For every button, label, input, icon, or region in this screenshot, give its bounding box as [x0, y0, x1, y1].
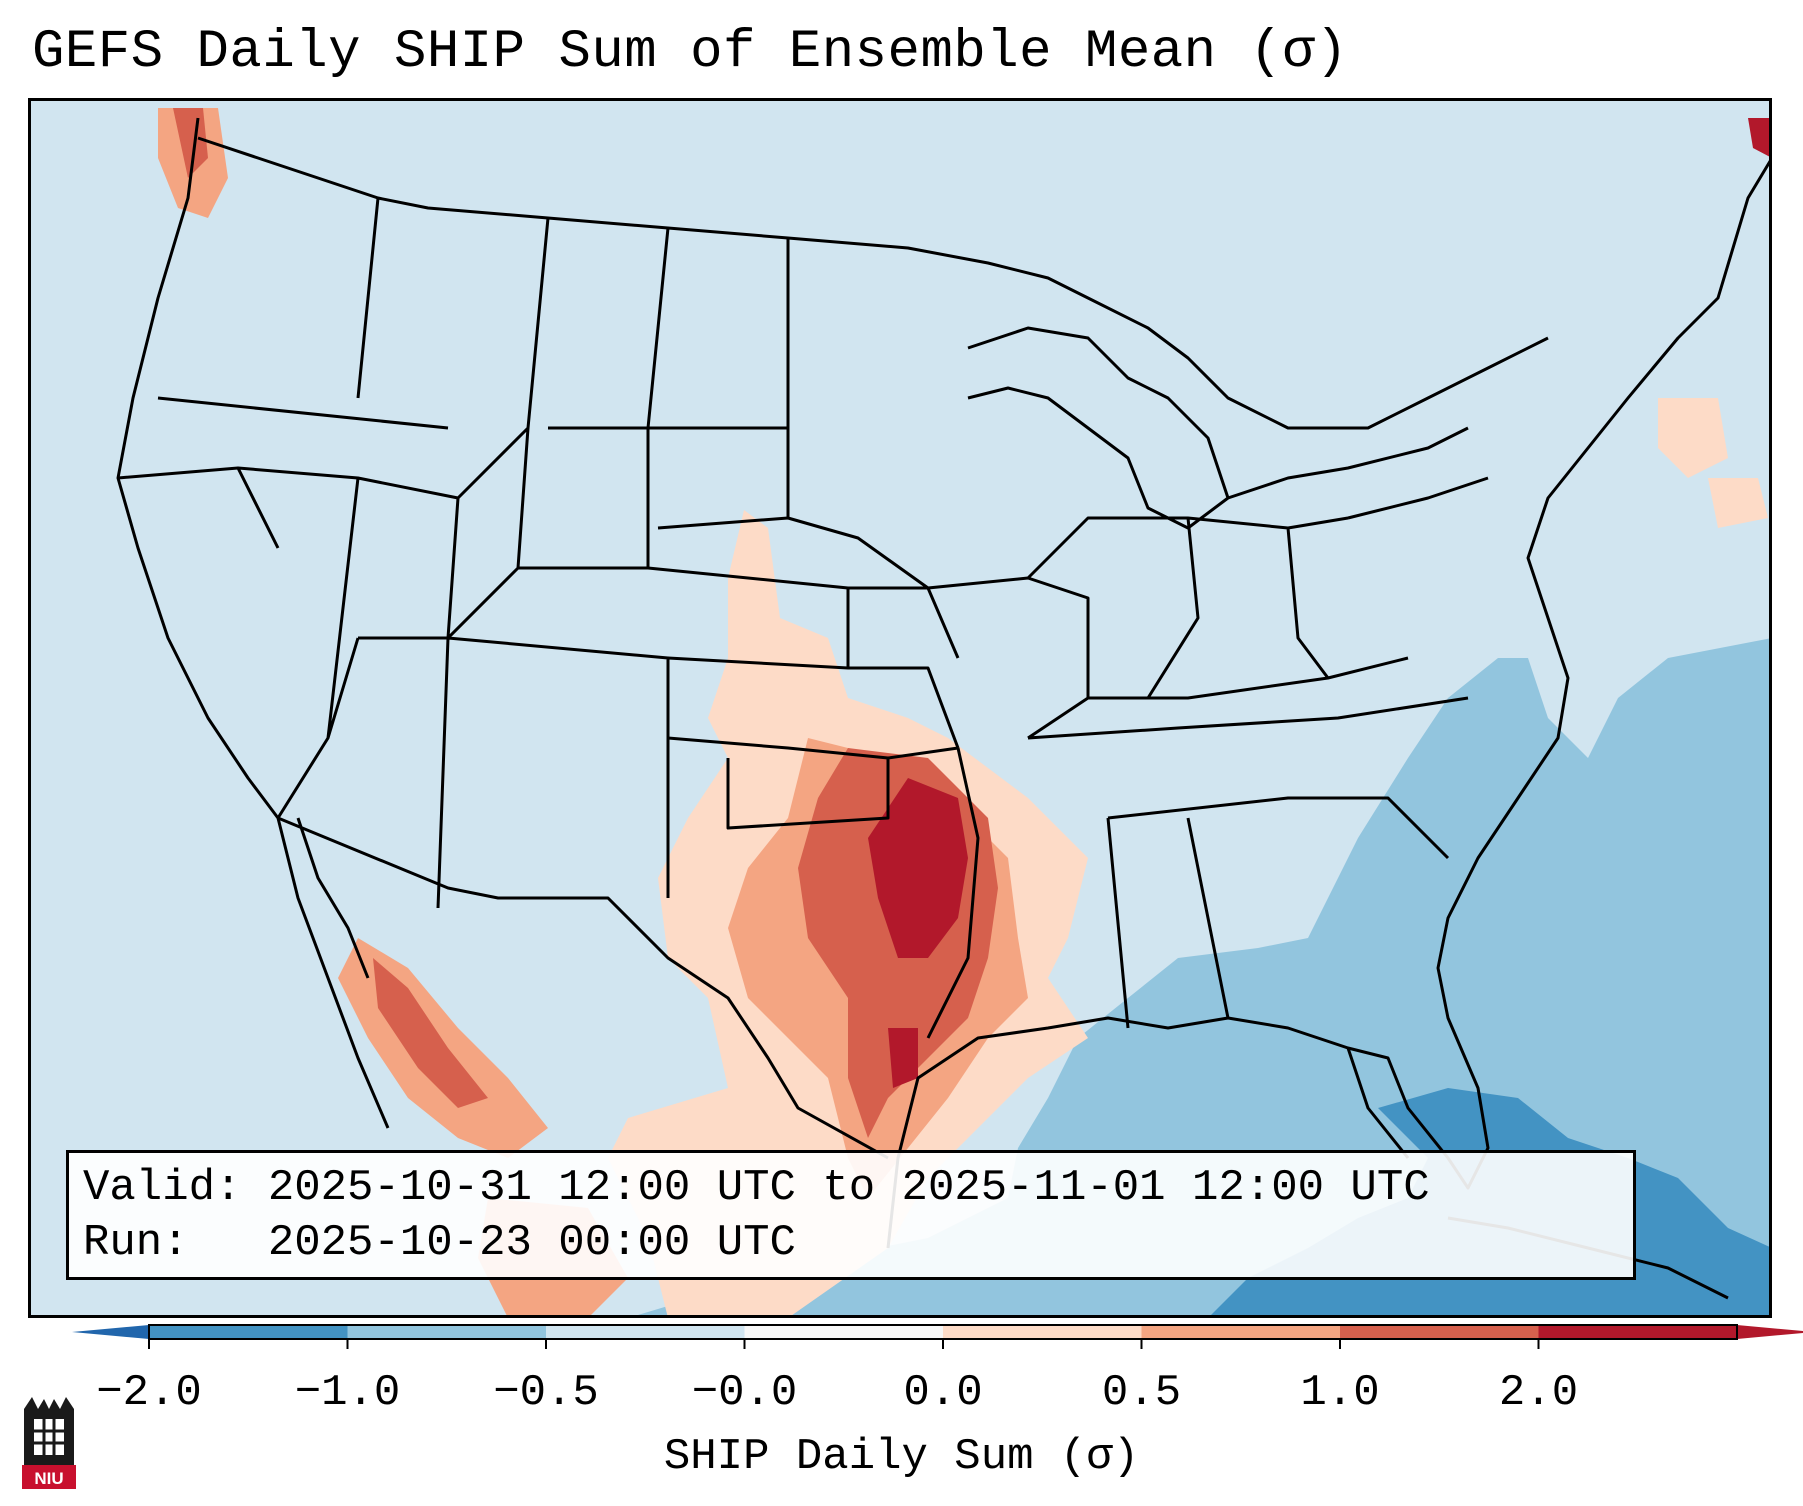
- colorbar-extend-high: [1737, 1325, 1803, 1339]
- logo-window-mullions: [34, 1419, 64, 1455]
- logo-text: NIU: [34, 1469, 63, 1488]
- colorbar-extend-low: [72, 1325, 149, 1339]
- gulf-coast-line: [886, 157, 1772, 1249]
- map-border: [28, 98, 1772, 1318]
- great-lakes-line: [967, 326, 1469, 530]
- run-value: 2025-10-23 00:00 UTC: [267, 1218, 796, 1268]
- colorbar-segment: [744, 1325, 944, 1339]
- colorbar-tick-label: −0.0: [691, 1368, 798, 1418]
- florida-line: [1346, 1047, 1410, 1159]
- pnw-strong-region: [173, 108, 208, 178]
- run-label: Run:: [83, 1218, 189, 1268]
- valid-label: Valid:: [83, 1163, 242, 1213]
- colorbar-tick-label: 0.5: [1101, 1368, 1182, 1418]
- nova-scotia-light-region: [1708, 478, 1768, 528]
- colorbar-tick-label: 0.0: [903, 1368, 983, 1418]
- valid-time-box: Valid: 2025-10-31 12:00 UTC to 2025-11-0…: [66, 1150, 1636, 1280]
- colorbar-segment: [943, 1325, 1142, 1339]
- southern-plains-max-region: [868, 778, 968, 958]
- maritimes-positive-region: [1658, 398, 1728, 478]
- colorbar-segment: [1340, 1325, 1539, 1339]
- baja-strong-region: [373, 958, 488, 1108]
- colorbar-segment: [546, 1325, 745, 1339]
- maritimes-strong-region: [1748, 118, 1772, 158]
- map-title: GEFS Daily SHIP Sum of Ensemble Mean (σ): [32, 22, 1349, 83]
- us-canada-border: [197, 136, 1549, 430]
- logo-red-banner: [22, 1465, 76, 1489]
- boundaries: [116, 117, 1772, 1300]
- colorbar-label: SHIP Daily Sum (σ): [663, 1432, 1140, 1482]
- colorbar-tick-label: 2.0: [1498, 1368, 1579, 1418]
- map-canvas: [28, 98, 1772, 1318]
- colorbar-tick-label: −1.0: [294, 1368, 401, 1418]
- colorbar-tick-label: −2.0: [96, 1368, 202, 1418]
- colorbar-tick-label: 1.0: [1300, 1368, 1380, 1418]
- colorbar-segment: [347, 1325, 547, 1339]
- colorbar-segment: [149, 1325, 348, 1339]
- colorbar-tick-label: −0.5: [493, 1368, 599, 1418]
- us-mexico-border: [277, 816, 889, 1160]
- valid-value: 2025-10-31 12:00 UTC to 2025-11-01 12:00…: [267, 1163, 1430, 1213]
- colorbar-segment: [1141, 1325, 1341, 1339]
- colorbar-segment: [1538, 1325, 1738, 1339]
- west-coast-line: [116, 117, 390, 1129]
- state-lines-east: [927, 476, 1489, 1029]
- colorbar: [72, 1324, 1803, 1349]
- niu-logo-icon: NIU: [22, 1397, 76, 1489]
- logo-window-grid: [34, 1419, 64, 1455]
- map-panel: [28, 98, 1772, 1318]
- baja-coast-line: [296, 817, 370, 979]
- texas-coast-max-region: [888, 1028, 918, 1088]
